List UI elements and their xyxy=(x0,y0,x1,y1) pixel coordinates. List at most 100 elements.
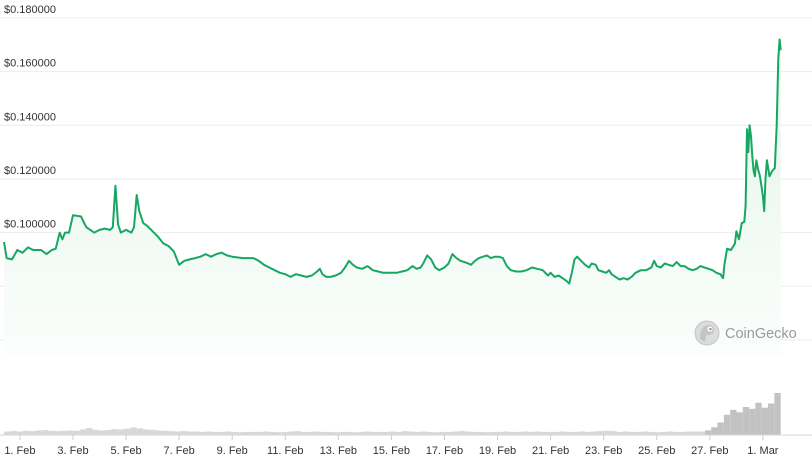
volume-bar xyxy=(389,431,396,435)
volume-bar xyxy=(218,431,225,435)
volume-bar xyxy=(458,431,465,435)
volume-bar xyxy=(452,431,459,435)
x-tick-label: 15. Feb xyxy=(373,445,410,457)
volume-bar xyxy=(41,430,49,435)
volume-bar xyxy=(749,408,756,436)
volume-bar xyxy=(540,431,547,435)
volume-bar xyxy=(723,414,731,435)
volume-bar xyxy=(660,431,667,435)
volume-bar xyxy=(401,431,409,435)
x-tick-label: 9. Feb xyxy=(217,445,248,457)
volume-bar xyxy=(243,431,251,435)
volume-bar xyxy=(742,407,750,435)
volume-bar xyxy=(483,432,491,435)
volume-bar xyxy=(370,431,377,435)
volume-bar xyxy=(439,431,446,435)
volume-bar xyxy=(225,431,232,435)
volume-bar xyxy=(142,429,150,435)
volume-bar xyxy=(67,430,74,435)
y-tick-label: $0.100000 xyxy=(4,219,56,231)
volume-bar xyxy=(79,429,87,435)
volume-bar xyxy=(610,431,617,435)
volume-bar xyxy=(313,431,320,435)
volume-bar xyxy=(16,431,23,435)
volume-bar xyxy=(111,429,118,436)
volume-bar xyxy=(231,431,238,435)
volume-bar xyxy=(408,431,415,435)
x-tick-label: 27. Feb xyxy=(691,445,728,457)
volume-bar xyxy=(130,427,137,435)
volume-bar xyxy=(237,432,244,435)
volume-bar xyxy=(648,431,655,435)
volume-bar xyxy=(698,431,705,435)
volume-bar xyxy=(572,431,579,435)
volume-bar xyxy=(281,431,289,435)
volume-bar xyxy=(420,431,427,435)
volume-bar xyxy=(584,431,592,435)
volume-bar xyxy=(730,409,737,435)
volume-bar xyxy=(446,431,453,435)
volume-bar xyxy=(193,431,200,435)
volume-bar xyxy=(559,431,566,435)
volume-bar xyxy=(98,430,105,435)
volume-bar xyxy=(502,431,510,435)
volume-bar xyxy=(60,430,68,435)
volume-bar xyxy=(553,431,560,435)
volume-bar xyxy=(717,422,724,435)
volume-bar xyxy=(616,431,623,435)
volume-bar xyxy=(768,403,775,435)
volume-bar xyxy=(465,431,472,435)
volume-bar xyxy=(262,431,270,435)
volume-bar xyxy=(92,429,99,436)
volume-bar xyxy=(591,431,598,435)
volume-bar xyxy=(603,430,611,435)
volume-bar xyxy=(351,432,358,435)
volume-bar xyxy=(22,430,30,435)
volume-bar xyxy=(477,431,484,435)
volume-bar xyxy=(212,431,219,435)
volume-bar xyxy=(427,431,434,435)
volume-bar xyxy=(629,431,636,435)
volume-bar xyxy=(736,412,743,436)
volume-bar xyxy=(597,431,604,435)
volume-bar xyxy=(338,431,345,435)
volume-bar xyxy=(319,431,326,435)
volume-bar xyxy=(578,431,585,435)
volume-bar xyxy=(149,429,156,436)
volume-bar xyxy=(515,431,522,435)
volume-bar xyxy=(566,431,573,435)
volume-bar xyxy=(521,431,529,435)
volume-bar xyxy=(155,430,162,435)
volume-bar xyxy=(534,431,541,435)
volume-bar xyxy=(547,431,554,435)
volume-bar xyxy=(654,432,661,435)
volume-bar xyxy=(363,431,371,435)
volume-bar xyxy=(199,431,206,435)
volume-bar xyxy=(692,431,699,435)
volume-bar xyxy=(357,431,364,435)
price-area-fill xyxy=(4,39,781,356)
volume-bar xyxy=(187,431,194,435)
volume-bar xyxy=(496,431,503,435)
volume-bar xyxy=(124,428,131,435)
volume-bar xyxy=(294,431,301,435)
y-tick-label: $0.120000 xyxy=(4,165,56,177)
volume-bar xyxy=(345,431,352,435)
volume-bar xyxy=(73,430,80,435)
volume-bar xyxy=(622,431,630,435)
volume-bar xyxy=(673,431,680,435)
y-tick-label: $0.160000 xyxy=(4,58,56,70)
volume-bar xyxy=(376,431,383,435)
price-line xyxy=(3,38,782,285)
volume-bar xyxy=(755,402,762,435)
volume-bar xyxy=(433,432,440,435)
volume-bar xyxy=(48,430,55,435)
volume-bar xyxy=(180,431,188,435)
gecko-logo-icon xyxy=(694,320,720,346)
volume-bar xyxy=(471,431,478,435)
volume-bar xyxy=(382,431,390,435)
volume-bar xyxy=(250,431,257,435)
x-axis: 1. Feb 3. Feb 5. Feb 7. Feb 9. Feb 11. Feb 13.… xyxy=(0,434,812,457)
volume-bar xyxy=(711,427,718,435)
volume-bar xyxy=(490,431,497,435)
